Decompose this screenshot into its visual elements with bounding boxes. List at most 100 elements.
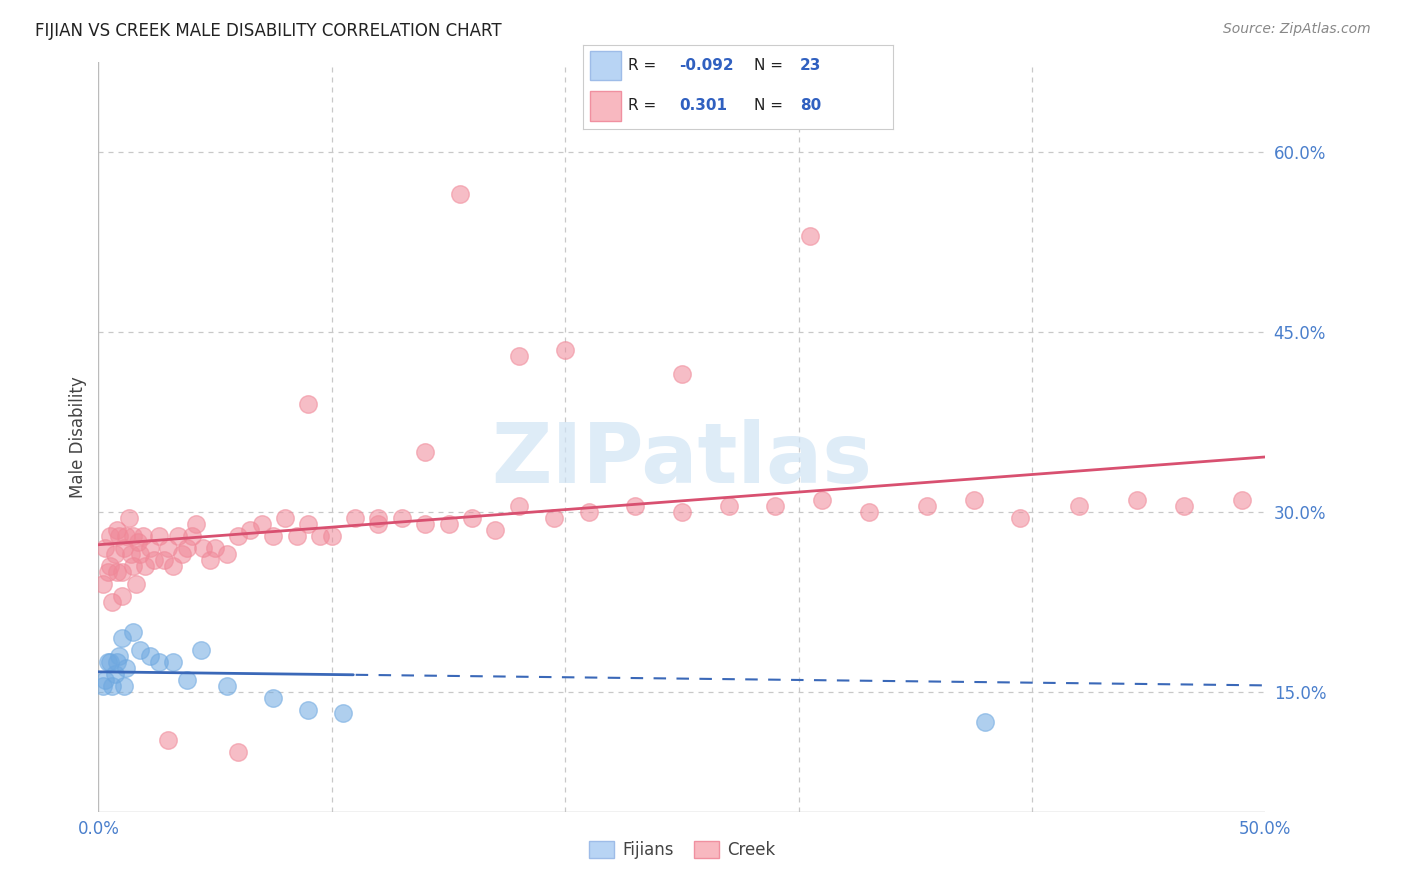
Point (112, 679, 135, 693)
Point (98, 529, 121, 543)
Point (157, 732, 180, 747)
Point (367, 511, 389, 525)
Point (262, 690, 284, 705)
Point (811, 493, 834, 508)
Point (97, 655, 120, 669)
Point (94, 673, 117, 687)
Point (1126, 493, 1149, 508)
Point (309, 529, 332, 543)
Text: N =: N = (754, 98, 787, 113)
Point (285, 529, 308, 543)
Point (105, 655, 128, 669)
Point (461, 511, 484, 525)
Point (125, 577, 148, 591)
Point (624, 499, 647, 513)
Text: FIJIAN VS CREEK MALE DISABILITY CORRELATION CHART: FIJIAN VS CREEK MALE DISABILITY CORRELAT… (35, 22, 502, 40)
Point (132, 529, 155, 543)
Point (1067, 499, 1090, 513)
Point (962, 493, 984, 508)
Point (297, 516, 319, 531)
Bar (589, 51, 620, 80)
Point (108, 529, 131, 543)
Point (148, 655, 170, 669)
Text: -0.092: -0.092 (679, 58, 734, 73)
Point (508, 499, 530, 513)
Point (228, 745, 250, 759)
Point (449, 187, 471, 202)
Point (148, 529, 170, 543)
Point (122, 529, 145, 543)
Point (111, 589, 134, 603)
Point (915, 499, 938, 513)
Point (250, 516, 273, 531)
Point (578, 505, 600, 519)
Point (228, 529, 250, 543)
Text: R =: R = (628, 98, 666, 113)
Point (139, 541, 162, 555)
Text: Source: ZipAtlas.com: Source: ZipAtlas.com (1223, 22, 1371, 37)
Point (413, 445, 436, 459)
Point (105, 565, 128, 579)
Point (112, 541, 135, 555)
Point (157, 541, 180, 555)
Point (143, 553, 166, 567)
Point (91, 577, 114, 591)
Point (200, 553, 222, 567)
Y-axis label: Male Disability: Male Disability (69, 376, 87, 498)
Point (974, 714, 997, 729)
Bar (589, 91, 620, 120)
Point (262, 529, 284, 543)
Point (204, 541, 226, 555)
Point (717, 499, 740, 513)
Point (115, 661, 138, 675)
Point (858, 505, 880, 519)
Point (129, 643, 152, 657)
Point (391, 511, 413, 525)
Point (367, 516, 389, 531)
Point (413, 516, 436, 531)
Point (104, 547, 127, 561)
Point (763, 499, 786, 513)
Point (344, 511, 367, 525)
Point (193, 541, 215, 555)
Point (176, 673, 198, 687)
Text: 23: 23 (800, 58, 821, 73)
Point (1230, 493, 1253, 508)
Point (122, 624, 145, 639)
Point (484, 523, 506, 537)
Point (118, 511, 141, 525)
Point (186, 516, 208, 531)
Point (98, 558, 121, 573)
Point (98, 655, 121, 669)
Point (162, 558, 184, 573)
Point (105, 523, 128, 537)
Point (543, 511, 565, 525)
Text: N =: N = (754, 58, 787, 73)
Point (129, 547, 152, 561)
Point (122, 558, 145, 573)
Point (172, 547, 194, 561)
Legend: Fijians, Creek: Fijians, Creek (581, 832, 783, 867)
Point (1173, 499, 1195, 513)
Point (1010, 511, 1032, 525)
Point (215, 679, 238, 693)
Text: ZIPatlas: ZIPatlas (492, 419, 872, 500)
Point (108, 648, 131, 663)
Point (274, 511, 297, 525)
Point (554, 343, 576, 358)
Point (321, 529, 343, 543)
Point (101, 595, 124, 609)
Point (671, 505, 693, 519)
Text: 0.301: 0.301 (679, 98, 727, 113)
Point (180, 529, 202, 543)
Point (94, 541, 117, 555)
Point (134, 558, 156, 573)
Point (139, 648, 162, 663)
Point (799, 229, 821, 244)
Point (115, 529, 138, 543)
Point (111, 631, 134, 645)
Point (671, 367, 693, 381)
Point (91, 679, 114, 693)
Point (166, 529, 188, 543)
Point (332, 706, 354, 721)
